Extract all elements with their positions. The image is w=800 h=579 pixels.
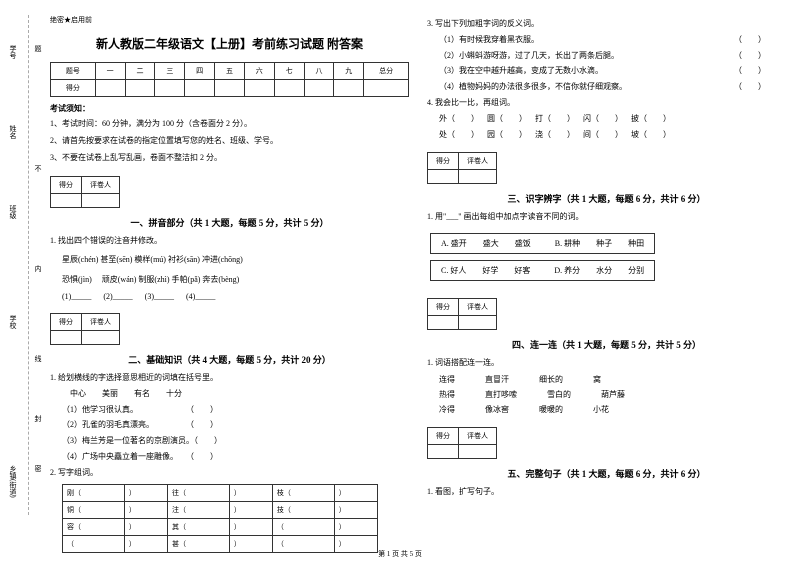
- score-value-row: 得分: [51, 80, 409, 97]
- mark-2: 内: [33, 265, 43, 272]
- s2-opts: 中心 美丽 有名 十分: [50, 388, 409, 401]
- notice-1: 1、考试时间：60 分钟，满分为 100 分（含卷面分 2 分）。: [50, 118, 409, 131]
- s1-q1: 1. 找出四个错误的注音并修改。: [50, 235, 409, 248]
- h8: 八: [304, 63, 334, 80]
- notice-title: 考试须知：: [50, 103, 409, 114]
- h6: 六: [244, 63, 274, 80]
- s5-q1: 1. 词语搭配连一连。: [427, 357, 786, 370]
- s2-i4: （4）广场中央矗立着一座雕像。 （ ）: [50, 451, 409, 464]
- s3-i1: （1）有时候我穿着黑衣服。（ ）: [427, 34, 786, 47]
- mark-0: 题: [33, 45, 43, 52]
- pair3: 冷得 像冰窖 暖暖的 小花: [427, 404, 786, 415]
- h10: 总分: [364, 63, 409, 80]
- score-box-5: 得分评卷人: [427, 427, 497, 459]
- h0: 题号: [51, 63, 96, 80]
- score-box-2: 得分评卷人: [50, 313, 120, 345]
- h9: 九: [334, 63, 364, 80]
- score-header-row: 题号 一 二 三 四 五 六 七 八 九 总分: [51, 63, 409, 80]
- s1-line2: 恐惧(jìn) 顽皮(wán) 制服(zhì) 手帕(pǎ) 奔去(bèng): [50, 273, 409, 287]
- cmp-row2: 处（ ） 园（ ） 浇（ ） 间（ ） 坡（ ）: [427, 129, 786, 142]
- notice-3: 3、不要在试卷上乱写乱画，卷面不整洁扣 2 分。: [50, 152, 409, 165]
- h1: 一: [95, 63, 125, 80]
- s2-q2: 2. 写字组词。: [50, 467, 409, 480]
- sb3-s: 得分: [428, 153, 459, 170]
- score-label: 得分: [51, 80, 96, 97]
- sb2-r: 评卷人: [82, 313, 120, 330]
- cmp-row1: 外（ ） 圆（ ） 打（ ） 闪（ ） 披（ ）: [427, 113, 786, 126]
- confidential-mark: 绝密★启用前: [50, 15, 409, 25]
- sb1-r: 评卷人: [82, 177, 120, 194]
- s2-i2: （2）孔雀的羽毛真漂亮。 （ ）: [50, 419, 409, 432]
- section5-heading: 四、连一连（共 1 大题，每题 5 分，共计 5 分）: [427, 338, 786, 351]
- opt-c: C. 好人 好学 好客 D. 养分 水分 分别: [430, 260, 655, 281]
- sb4-r: 评卷人: [459, 299, 497, 316]
- sb5-r: 评卷人: [459, 427, 497, 444]
- left-column: 绝密★启用前 新人教版二年级语文【上册】考前练习试题 附答案 题号 一 二 三 …: [44, 15, 415, 557]
- right-column: 3. 写出下列加粗字词的反义词。 （1）有时候我穿着黑衣服。（ ） （2）小蝌蚪…: [421, 15, 792, 557]
- sb2-s: 得分: [51, 313, 82, 330]
- h7: 七: [274, 63, 304, 80]
- b3: (3)_____: [145, 292, 174, 301]
- s6-q1: 1. 看图，扩写句子。: [427, 486, 786, 499]
- score-box-3: 得分评卷人: [427, 152, 497, 184]
- s2-i1: （1）他学习很认真。 （ ）: [50, 404, 409, 417]
- sidebar: 学号 题 姓名 不 班级 内 学校 线 封 密 乡镇(街道): [8, 15, 38, 557]
- s2-q1: 1. 给划横线的字选择意思相近的词填在括号里。: [50, 372, 409, 385]
- sidebar-label-3: 学校: [8, 315, 18, 329]
- s1-blanks: (1)_____ (2)_____ (3)_____ (4)_____: [50, 292, 409, 301]
- score-box-4: 得分评卷人: [427, 298, 497, 330]
- score-box-1: 得分评卷人: [50, 176, 120, 208]
- page-footer: 第 1 页 共 5 页: [0, 549, 800, 559]
- sidebar-label-0: 学号: [8, 45, 18, 59]
- section2-heading: 二、基础知识（共 4 大题，每题 5 分，共计 20 分）: [50, 353, 409, 366]
- mark-5: 密: [33, 465, 43, 472]
- b2: (2)_____: [103, 292, 132, 301]
- sidebar-label-1: 姓名: [8, 125, 18, 139]
- score-table: 题号 一 二 三 四 五 六 七 八 九 总分 得分: [50, 62, 409, 97]
- pair1: 连得 直冒汗 细长的 窝: [427, 374, 786, 385]
- mark-3: 线: [33, 355, 43, 362]
- h4: 四: [185, 63, 215, 80]
- section1-heading: 一、拼音部分（共 1 大题，每题 5 分，共计 5 分）: [50, 216, 409, 229]
- b4: (4)_____: [186, 292, 215, 301]
- pair2: 热得 直打哆嗦 雪白的 葫芦藤: [427, 389, 786, 400]
- notice-2: 2、请首先按要求在试卷的指定位置填写您的姓名、班级、学号。: [50, 135, 409, 148]
- h3: 三: [155, 63, 185, 80]
- s3-q4: 4. 我会比一比，再组词。: [427, 97, 786, 110]
- sb4-s: 得分: [428, 299, 459, 316]
- s1-line1: 星辰(chén) 甚至(sēn) 模样(mú) 衬衫(sān) 冲进(chōng…: [50, 253, 409, 267]
- s4-q1: 1. 用"___" 画出每组中加点字读音不同的词。: [427, 211, 786, 224]
- section6-heading: 五、完整句子（共 1 大题，每题 6 分，共计 6 分）: [427, 467, 786, 480]
- mark-1: 不: [33, 165, 43, 172]
- sidebar-label-2: 班级: [8, 205, 18, 219]
- b1: (1)_____: [62, 292, 91, 301]
- section4-heading: 三、识字辨字（共 1 大题，每题 6 分，共计 6 分）: [427, 192, 786, 205]
- s3-i2: （2）小蝌蚪游呀游，过了几天，长出了两条后腿。（ ）: [427, 50, 786, 63]
- s3-i4: （4）植物妈妈的办法很多很多，不信你就仔细观察。（ ）: [427, 81, 786, 94]
- s3-q3: 3. 写出下列加粗字词的反义词。: [427, 18, 786, 31]
- h5: 五: [215, 63, 245, 80]
- sb1-s: 得分: [51, 177, 82, 194]
- mark-4: 封: [33, 415, 43, 422]
- sb5-s: 得分: [428, 427, 459, 444]
- sb3-r: 评卷人: [459, 153, 497, 170]
- s2-i3: （3）梅兰芳是一位著名的京剧演员。（ ）: [50, 435, 409, 448]
- sidebar-label-4: 乡镇(街道): [8, 465, 18, 498]
- word-table: 刚（）往（）枝（） 铜（）注（）技（） 容（）其（）（） （）甚（）（）: [62, 484, 378, 553]
- exam-title: 新人教版二年级语文【上册】考前练习试题 附答案: [50, 35, 409, 52]
- s3-i3: （3）我在空中越升越高，变成了无数小水滴。（ ）: [427, 65, 786, 78]
- opt-a: A. 盛开 盛大 盛饭 B. 耕种 种子 种田: [430, 233, 655, 254]
- h2: 二: [125, 63, 155, 80]
- fold-line: [28, 15, 29, 515]
